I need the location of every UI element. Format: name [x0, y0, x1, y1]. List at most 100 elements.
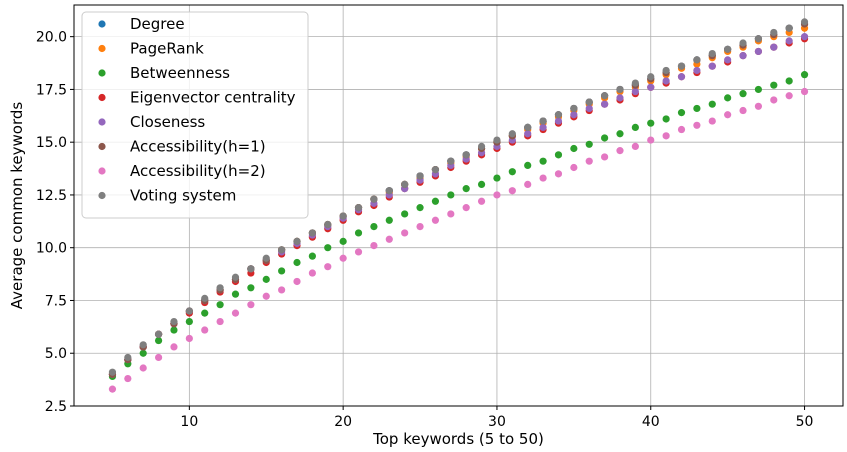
data-point: [216, 317, 224, 326]
data-point: [462, 204, 470, 212]
data-point: [601, 153, 609, 161]
plot-frame: [73, 4, 844, 407]
data-point: [601, 134, 609, 142]
data-point: [724, 56, 732, 64]
data-point: [170, 326, 178, 334]
data-point: [493, 174, 501, 182]
data-point: [462, 185, 470, 193]
data-point: [339, 254, 347, 262]
data-point: [631, 142, 639, 151]
data-point: [278, 267, 286, 275]
data-point: [585, 98, 593, 106]
data-point: [724, 94, 732, 102]
data-point: [770, 96, 778, 104]
data-point: [185, 334, 193, 343]
data-point: [247, 301, 255, 309]
data-point: [477, 180, 486, 188]
data-point: [354, 229, 363, 237]
data-point: [570, 111, 578, 119]
data-point: [739, 52, 747, 60]
legend-box: [81, 11, 309, 219]
data-point: [324, 220, 332, 229]
data-point: [370, 242, 378, 250]
data-point: [293, 277, 301, 286]
data-point: [154, 336, 163, 345]
data-point: [585, 157, 593, 165]
data-point: [647, 136, 655, 144]
data-point: [739, 39, 747, 47]
data-point: [693, 56, 701, 64]
data-point: [308, 269, 316, 277]
data-point: [770, 43, 778, 51]
data-point: [508, 168, 516, 176]
legend-label: Accessibility(h=1): [130, 138, 266, 156]
data-point: [339, 237, 347, 245]
data-point: [370, 195, 378, 203]
series-accessibility-h-2-: [108, 87, 809, 393]
data-point: [693, 104, 701, 113]
data-point: [785, 77, 793, 85]
y-tick-label: 12.5: [36, 188, 67, 204]
data-point: [216, 284, 224, 292]
data-point: [754, 85, 763, 94]
data-point: [401, 210, 409, 218]
data-point: [601, 92, 609, 100]
data-point: [262, 254, 270, 262]
data-point: [385, 216, 393, 224]
data-point: [154, 353, 163, 362]
data-point: [108, 368, 117, 376]
data-point: [662, 66, 670, 75]
data-point: [354, 204, 363, 212]
data-point: [447, 191, 455, 199]
data-point: [477, 197, 486, 205]
data-point: [201, 309, 209, 317]
data-point: [693, 121, 701, 129]
data-point: [154, 330, 163, 338]
data-point: [278, 246, 286, 254]
x-axis-title: Top keywords (5 to 50): [372, 430, 544, 448]
data-point: [447, 210, 455, 218]
data-point: [524, 161, 532, 169]
legend-label: Eigenvector centrality: [130, 89, 296, 107]
data-point: [139, 341, 147, 349]
legend-label: PageRank: [130, 40, 204, 58]
data-point: [124, 374, 132, 383]
data-point: [739, 90, 747, 98]
data-point: [800, 18, 809, 26]
data-point: [677, 62, 686, 70]
data-point: [170, 317, 178, 326]
legend: Degree PageRank Betweenness Eigenvector cen…: [81, 11, 309, 219]
data-point: [201, 326, 209, 334]
data-point: [431, 197, 440, 205]
data-point: [800, 33, 809, 41]
y-axis-title: Average common keywords: [8, 102, 26, 310]
data-point: [800, 87, 809, 96]
data-point: [447, 157, 455, 165]
data-point: [247, 265, 255, 273]
data-point: [324, 263, 332, 271]
data-point: [631, 123, 639, 132]
data-point: [554, 170, 563, 178]
legend-marker: [98, 69, 106, 77]
y-tick-label: 10.0: [36, 241, 67, 257]
data-point: [570, 144, 578, 153]
data-point: [416, 172, 424, 180]
data-point: [631, 79, 639, 87]
legend-label: Accessibility(h=2): [130, 162, 266, 180]
data-point: [124, 353, 132, 362]
data-point: [416, 223, 424, 231]
data-point: [708, 100, 716, 108]
data-point: [539, 117, 547, 125]
data-point: [677, 125, 686, 134]
data-point: [385, 235, 393, 243]
data-point: [231, 309, 240, 317]
data-point: [631, 87, 639, 96]
legend-label: Voting system: [130, 187, 236, 205]
data-point: [708, 49, 716, 58]
x-tick-label: 50: [796, 414, 814, 430]
legend-marker: [98, 142, 106, 151]
data-point: [231, 290, 240, 298]
data-point: [785, 37, 793, 45]
x-tick-label: 40: [642, 414, 660, 430]
data-point: [293, 258, 301, 267]
